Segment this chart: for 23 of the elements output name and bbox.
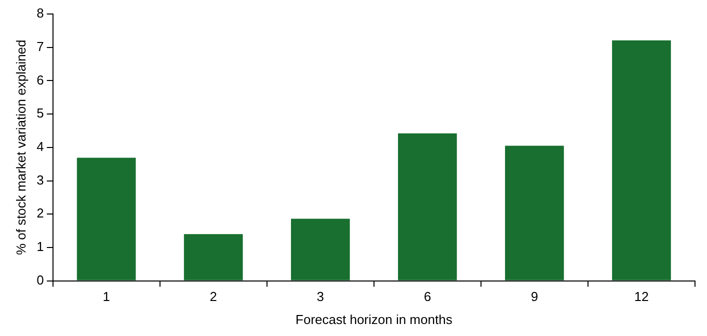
y-tick-label: 1: [36, 239, 44, 254]
x-tick-label: 12: [634, 289, 649, 304]
y-tick-label: 2: [36, 206, 44, 221]
y-tick-label: 0: [36, 272, 44, 288]
bar: [76, 158, 136, 280]
y-tick-label: 7: [36, 38, 44, 54]
bar: [290, 218, 350, 280]
y-axis-title: % of stock market variation explained: [13, 40, 28, 256]
x-axis-title: Forecast horizon in months: [296, 312, 453, 327]
x-tick-label: 3: [316, 289, 324, 304]
x-tick-label: 1: [102, 289, 110, 304]
x-tick-label: 9: [530, 289, 538, 304]
bar: [612, 40, 671, 280]
y-tick-label: 4: [36, 138, 44, 154]
x-tick-label: 6: [424, 289, 432, 304]
bar: [184, 234, 243, 280]
bar: [505, 146, 564, 280]
y-tick-label: 6: [36, 72, 44, 88]
bar: [398, 133, 457, 280]
y-tick-label: 3: [36, 172, 44, 188]
x-tick-label: 2: [210, 289, 217, 304]
y-tick-label: 8: [36, 6, 44, 21]
y-tick-label: 5: [36, 106, 44, 121]
